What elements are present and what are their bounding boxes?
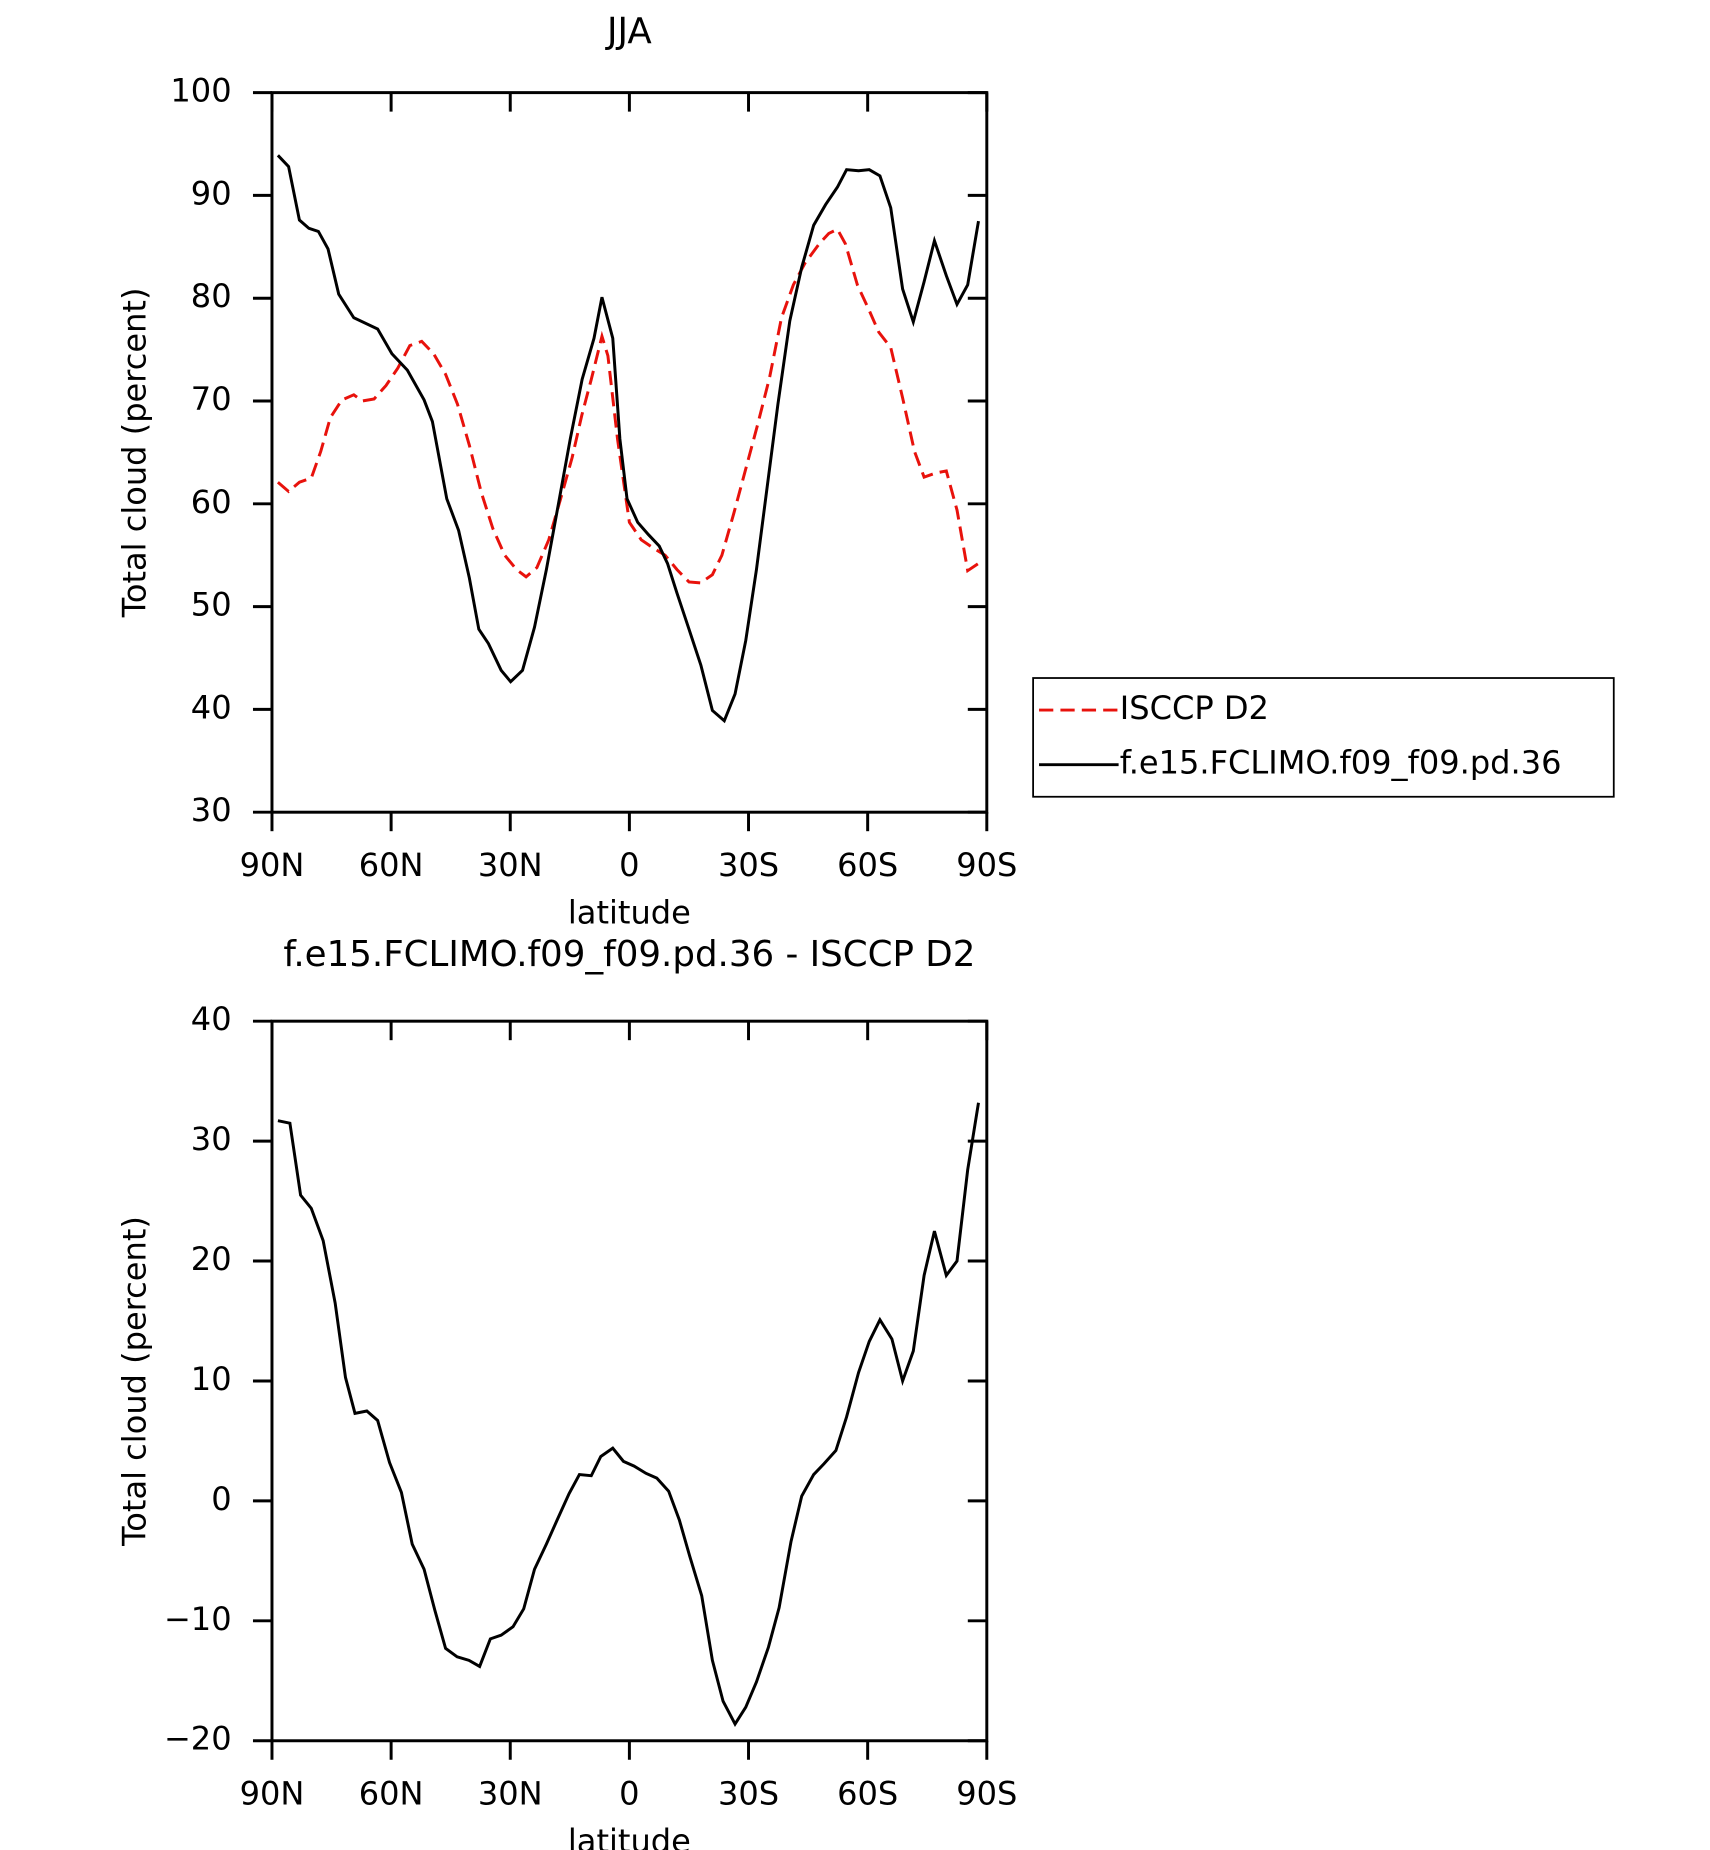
y-tick-label: 50 <box>191 586 232 624</box>
chart-title: f.e15.FCLIMO.f09_f09.pd.36 - ISCCP D2 <box>283 934 975 975</box>
legend-box <box>1032 677 1615 798</box>
legend-label: f.e15.FCLIMO.f09_f09.pd.36 <box>1120 744 1562 782</box>
chart-title: JJA <box>605 11 652 52</box>
y-tick-label: 40 <box>191 688 232 726</box>
y-tick-label: 30 <box>191 1120 232 1158</box>
y-axis-label: Total cloud (percent) <box>116 288 154 619</box>
plot: f.e15.FCLIMO.f09_f09.pd.36 - ISCCP D2 lat… <box>116 934 1018 1850</box>
data-line <box>276 154 980 724</box>
x-tick-label: 90S <box>956 1774 1017 1812</box>
x-tick-label: 60S <box>837 846 898 884</box>
x-tick-label: 30N <box>478 1774 543 1812</box>
x-axis-label: latitude <box>568 1822 691 1850</box>
x-tick-label: 90S <box>956 846 1017 884</box>
y-tick-label: −20 <box>164 1720 232 1758</box>
y-tick-label: −10 <box>164 1600 232 1638</box>
y-tick-label: 0 <box>211 1480 231 1518</box>
x-tick-label: 90N <box>240 846 305 884</box>
x-tick-label: 60N <box>359 1774 424 1812</box>
x-tick-label: 0 <box>619 846 639 884</box>
y-tick-label: 90 <box>191 174 232 212</box>
data-line <box>277 1102 980 1727</box>
x-tick-label: 60S <box>837 1774 898 1812</box>
y-tick-label: 30 <box>191 791 232 829</box>
y-tick-label: 80 <box>191 277 232 315</box>
x-tick-label: 0 <box>619 1774 639 1812</box>
x-tick-label: 60N <box>359 846 424 884</box>
y-axis-label: Total cloud (percent) <box>116 1216 154 1547</box>
plot: JJA latitude Total cloud (percent) 30 40 50 60… <box>116 11 1615 931</box>
y-tick-label: 70 <box>191 380 232 418</box>
y-tick-label: 10 <box>191 1360 232 1398</box>
data-line <box>276 227 980 585</box>
plot-frame <box>270 1019 989 1743</box>
plot-frame <box>270 91 989 814</box>
y-tick-label: 100 <box>170 72 231 110</box>
legend-label: ISCCP D2 <box>1120 689 1269 727</box>
y-tick-label: 60 <box>191 483 232 521</box>
x-tick-label: 30S <box>718 846 779 884</box>
x-axis-label: latitude <box>568 893 691 931</box>
x-tick-label: 30S <box>718 1774 779 1812</box>
x-tick-label: 30N <box>478 846 543 884</box>
x-tick-label: 90N <box>240 1774 305 1812</box>
y-tick-label: 40 <box>191 1000 232 1038</box>
y-tick-label: 20 <box>191 1240 232 1278</box>
